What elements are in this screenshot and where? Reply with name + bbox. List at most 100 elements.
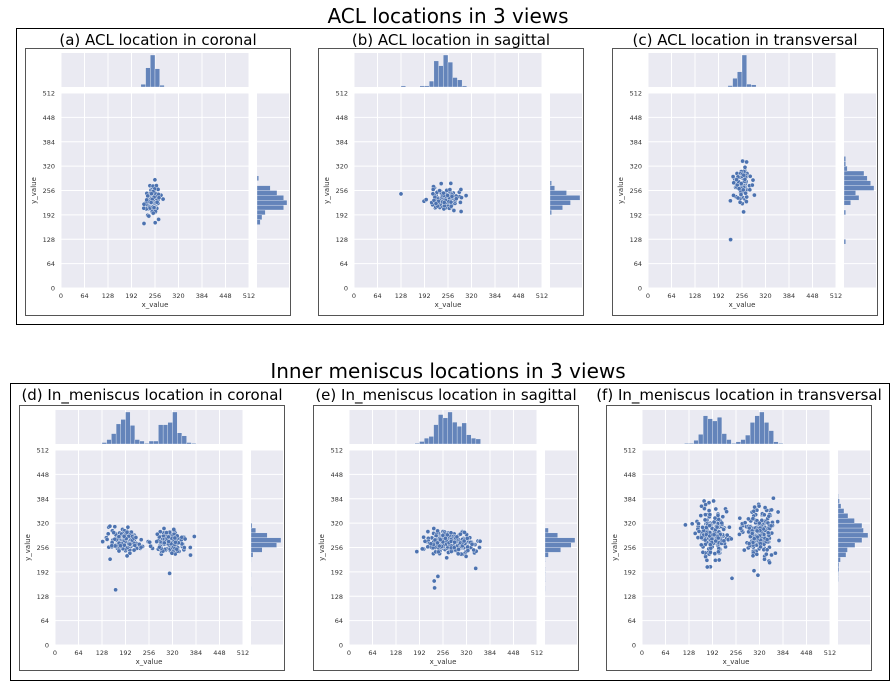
y-tick-label: 320 bbox=[624, 520, 636, 528]
x-tick-label: 320 bbox=[172, 292, 184, 300]
x-tick-label: 128 bbox=[390, 649, 402, 657]
data-point bbox=[728, 198, 733, 204]
histogram-bar bbox=[250, 552, 254, 558]
x-tick-label: 256 bbox=[143, 649, 155, 657]
x-tick-label: 448 bbox=[219, 292, 231, 300]
data-point bbox=[758, 544, 763, 550]
data-point bbox=[713, 506, 719, 512]
panel-title: (c) ACL location in transversal bbox=[632, 31, 858, 49]
y-axis-label: y_value bbox=[318, 534, 326, 561]
x-tick-label: 512 bbox=[824, 649, 836, 657]
data-point bbox=[458, 200, 463, 205]
data-point bbox=[737, 515, 743, 521]
data-point bbox=[711, 532, 717, 538]
y-tick-label: 512 bbox=[624, 447, 636, 455]
histogram-bar bbox=[549, 185, 555, 191]
data-point bbox=[754, 551, 760, 557]
histogram-bar bbox=[186, 442, 192, 445]
data-point bbox=[111, 530, 116, 535]
data-point bbox=[731, 193, 736, 198]
data-point bbox=[151, 205, 157, 210]
histogram-bar bbox=[153, 440, 159, 445]
data-point bbox=[174, 546, 180, 552]
data-point bbox=[746, 541, 752, 546]
data-point bbox=[702, 537, 708, 543]
histogram-bar bbox=[438, 65, 444, 88]
y-tick-label: 0 bbox=[339, 642, 343, 650]
data-point bbox=[720, 514, 726, 519]
data-point bbox=[423, 197, 429, 202]
histogram-bar bbox=[741, 54, 747, 88]
data-point bbox=[414, 549, 420, 554]
histogram-bar bbox=[442, 417, 448, 445]
histogram-bar bbox=[475, 438, 481, 445]
data-point bbox=[764, 537, 770, 542]
data-point bbox=[711, 519, 717, 525]
data-point bbox=[704, 557, 710, 563]
data-point bbox=[430, 187, 436, 192]
y-tick-label: 64 bbox=[47, 260, 55, 268]
histogram-bar bbox=[688, 443, 694, 445]
histogram-bar bbox=[837, 527, 864, 534]
histogram-bar bbox=[256, 185, 271, 191]
y-axis-label: y_value bbox=[24, 534, 32, 561]
histogram-bar bbox=[843, 195, 860, 201]
histogram-bar bbox=[544, 552, 549, 558]
histogram-bar bbox=[452, 77, 458, 88]
data-point bbox=[435, 574, 441, 579]
data-point bbox=[425, 529, 431, 534]
data-point bbox=[727, 524, 732, 530]
data-point bbox=[443, 535, 448, 541]
data-point bbox=[765, 530, 771, 536]
histogram-bar bbox=[843, 170, 865, 177]
data-point bbox=[112, 536, 118, 542]
data-point bbox=[683, 522, 688, 528]
histogram-bar bbox=[400, 85, 406, 88]
x-tick-label: 64 bbox=[74, 649, 82, 657]
histogram-bar bbox=[424, 85, 430, 88]
data-point bbox=[447, 187, 453, 192]
data-point bbox=[421, 534, 426, 540]
x-tick-label: 256 bbox=[442, 292, 454, 300]
y-tick-label: 64 bbox=[628, 617, 636, 625]
y-tick-label: 448 bbox=[336, 114, 348, 122]
data-point bbox=[444, 532, 450, 538]
histogram-bar bbox=[768, 430, 774, 445]
data-point bbox=[157, 529, 163, 534]
x-tick-label: 448 bbox=[806, 292, 818, 300]
histogram-bar bbox=[461, 422, 467, 445]
data-point bbox=[767, 560, 772, 565]
histogram-bar bbox=[438, 414, 444, 445]
data-point bbox=[751, 568, 757, 573]
histogram-bar bbox=[150, 54, 156, 88]
data-point bbox=[755, 572, 761, 578]
data-point bbox=[751, 536, 757, 541]
histogram-bar bbox=[172, 411, 178, 445]
scatter-chart: 0 64 128 192 256 320 384 448 512 0 64 128 192 256 320 3… bbox=[617, 53, 876, 309]
y-tick-label: 384 bbox=[37, 495, 49, 503]
data-point bbox=[112, 524, 118, 529]
histogram-bar bbox=[717, 417, 723, 445]
data-point bbox=[161, 540, 167, 546]
x-tick-label: 384 bbox=[484, 649, 496, 657]
data-point bbox=[696, 529, 702, 534]
x-tick-label: 0 bbox=[53, 649, 57, 657]
data-point bbox=[750, 540, 756, 545]
histogram-bar bbox=[746, 83, 752, 88]
histogram-bar bbox=[544, 527, 549, 534]
histogram-bar bbox=[754, 415, 760, 445]
data-point bbox=[713, 557, 718, 563]
y-tick-label: 128 bbox=[331, 593, 343, 601]
data-point bbox=[104, 537, 110, 542]
histogram-bar bbox=[256, 214, 263, 220]
data-point bbox=[454, 534, 460, 540]
y-tick-label: 384 bbox=[624, 495, 636, 503]
data-point bbox=[735, 195, 741, 201]
x-tick-label: 512 bbox=[237, 649, 249, 657]
histogram-bar bbox=[837, 542, 856, 548]
data-point bbox=[448, 203, 454, 209]
data-point bbox=[716, 549, 721, 555]
data-point bbox=[742, 176, 748, 182]
panel-frame: 0 64 128 192 256 320 384 448 512 0 64 128 192 256 320 3… bbox=[19, 405, 285, 671]
data-point bbox=[714, 524, 720, 530]
